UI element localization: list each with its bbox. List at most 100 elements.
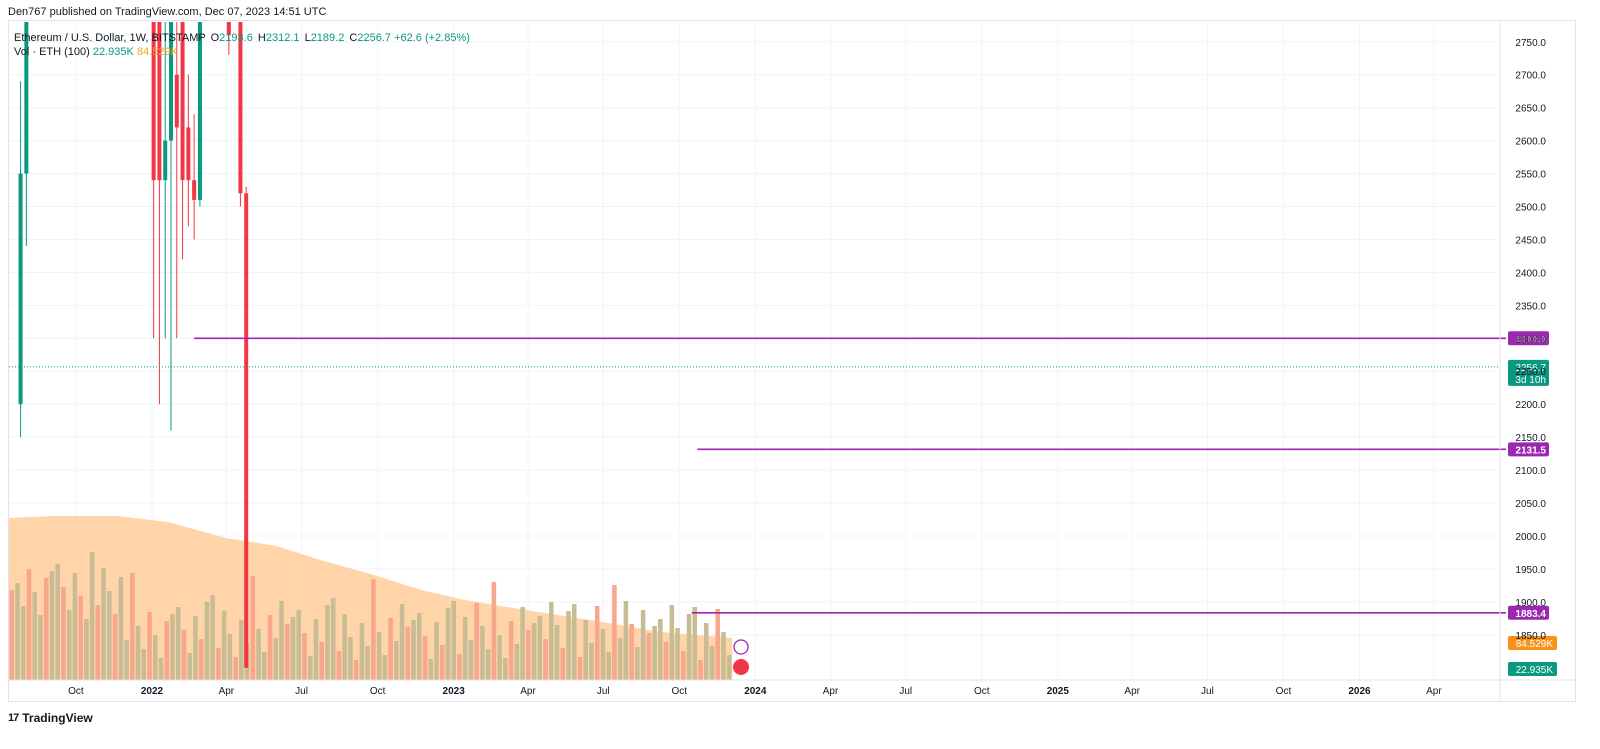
price-tick-label: 2600.0	[1515, 137, 1546, 148]
candle-body	[174, 74, 179, 128]
volume-bar	[175, 607, 181, 680]
volume-bar	[485, 649, 491, 680]
open-value: 2193.6	[219, 32, 253, 44]
price-tick-label: 2350.0	[1515, 301, 1546, 312]
time-tick-label: 2026	[1348, 686, 1371, 697]
volume-bar	[187, 653, 192, 680]
volume-bar	[296, 610, 302, 680]
price-tick-label: 1900.0	[1515, 598, 1546, 609]
volume-bar	[405, 627, 411, 680]
volume-bar	[428, 659, 434, 680]
volume-bar	[681, 651, 686, 680]
volume-bar	[554, 625, 560, 680]
volume-bar	[262, 652, 267, 680]
low-key: L	[304, 32, 311, 44]
volume-bar	[514, 644, 520, 680]
volume-bar	[382, 655, 388, 680]
volume-bar	[497, 635, 502, 680]
volume-bar	[709, 646, 715, 680]
time-tick-label: Jul	[899, 686, 912, 697]
volume-bar	[721, 632, 726, 680]
price-tick-label: 2750.0	[1515, 38, 1546, 49]
volume-bar	[193, 616, 198, 680]
level-tag	[1508, 442, 1549, 457]
volume-pane	[9, 516, 733, 680]
time-tick-label: Apr	[219, 686, 235, 697]
volume-bar	[89, 552, 95, 680]
volume-bar	[20, 606, 26, 680]
time-tick-label: Jul	[295, 686, 308, 697]
volume-bar	[256, 629, 261, 680]
volume-bar	[170, 614, 175, 680]
low-value: 2189.2	[310, 32, 345, 44]
volume-bar	[152, 635, 158, 680]
volume-bar	[566, 611, 571, 680]
volume-bar	[715, 609, 721, 680]
time-tick-label: 2022	[141, 686, 164, 697]
volume-bar	[78, 596, 83, 680]
volume-bar	[204, 602, 210, 680]
volume-bar	[606, 652, 611, 680]
close-key: C	[349, 32, 358, 44]
volume-bar	[141, 649, 147, 680]
volume-bar	[675, 628, 680, 680]
volume-bar	[319, 642, 324, 680]
tradingview-logo[interactable]: 17 TradingView	[8, 711, 93, 725]
volume-bar	[273, 638, 279, 680]
volume-bar	[411, 620, 416, 680]
price-tick-label: 2400.0	[1515, 268, 1546, 279]
volume-bar	[221, 611, 227, 680]
price-tick-label: 2250.0	[1515, 367, 1546, 378]
brand-label: TradingView	[22, 711, 93, 725]
level-tag-label: 2131.5	[1515, 445, 1546, 456]
price-tick-label: 2700.0	[1515, 71, 1546, 82]
volume-bar	[135, 626, 141, 680]
volume-bar	[531, 623, 537, 680]
volume-value: 22.935K	[92, 46, 134, 58]
time-tick-label: Apr	[1426, 686, 1442, 697]
candle-body	[163, 140, 168, 181]
symbol-label[interactable]: Ethereum / U.S. Dollar, 1W, BITSTAMP	[14, 32, 206, 44]
volume-bar	[95, 605, 101, 680]
volume-bar	[543, 639, 548, 680]
volume-bar	[646, 633, 652, 680]
price-tick-label: 2300.0	[1515, 334, 1546, 345]
volume-bar	[302, 633, 307, 680]
time-tick-label: Oct	[974, 686, 990, 697]
volume-bar	[348, 637, 353, 680]
volume-bar	[164, 621, 170, 680]
volume-label[interactable]: Vol · ETH (100)	[14, 46, 90, 58]
volume-bar	[589, 643, 594, 680]
time-tick-label: Apr	[520, 686, 536, 697]
volume-bar	[66, 610, 72, 680]
candle-body	[226, 22, 231, 36]
volume-bar	[520, 607, 525, 680]
price-tick-label: 2050.0	[1515, 499, 1546, 510]
volume-bar	[55, 564, 60, 680]
volume-bar	[72, 573, 78, 680]
volume-bar	[439, 645, 445, 680]
volume-bar	[147, 612, 152, 680]
chart-frame[interactable]	[8, 20, 1576, 702]
legend-price-row: Ethereum / U.S. Dollar, 1W, BITSTAMP O21…	[14, 31, 470, 45]
horizontal-levels: 2300.0 2131.5 1883.4 2256.73d 10h 84.529K 22.…	[9, 331, 1557, 676]
volume-bar	[571, 604, 577, 680]
volume-bar	[652, 626, 657, 680]
volume-bar	[9, 590, 15, 680]
level-tag	[1508, 605, 1549, 620]
volume-bar	[38, 615, 43, 680]
volume-bar	[210, 595, 215, 680]
volume-bar	[600, 629, 606, 680]
candle-body	[180, 22, 185, 181]
candle-body	[244, 193, 249, 668]
countdown-label: 3d 10h	[1515, 375, 1546, 386]
volume-bar	[216, 648, 221, 680]
volume-bar	[336, 651, 342, 680]
high-key: H	[257, 32, 266, 44]
volume-bar	[686, 614, 692, 680]
volume-bar	[629, 624, 634, 680]
volume-bar	[394, 641, 399, 680]
volume-bar	[26, 569, 32, 680]
price-tick-label: 1850.0	[1515, 631, 1546, 642]
